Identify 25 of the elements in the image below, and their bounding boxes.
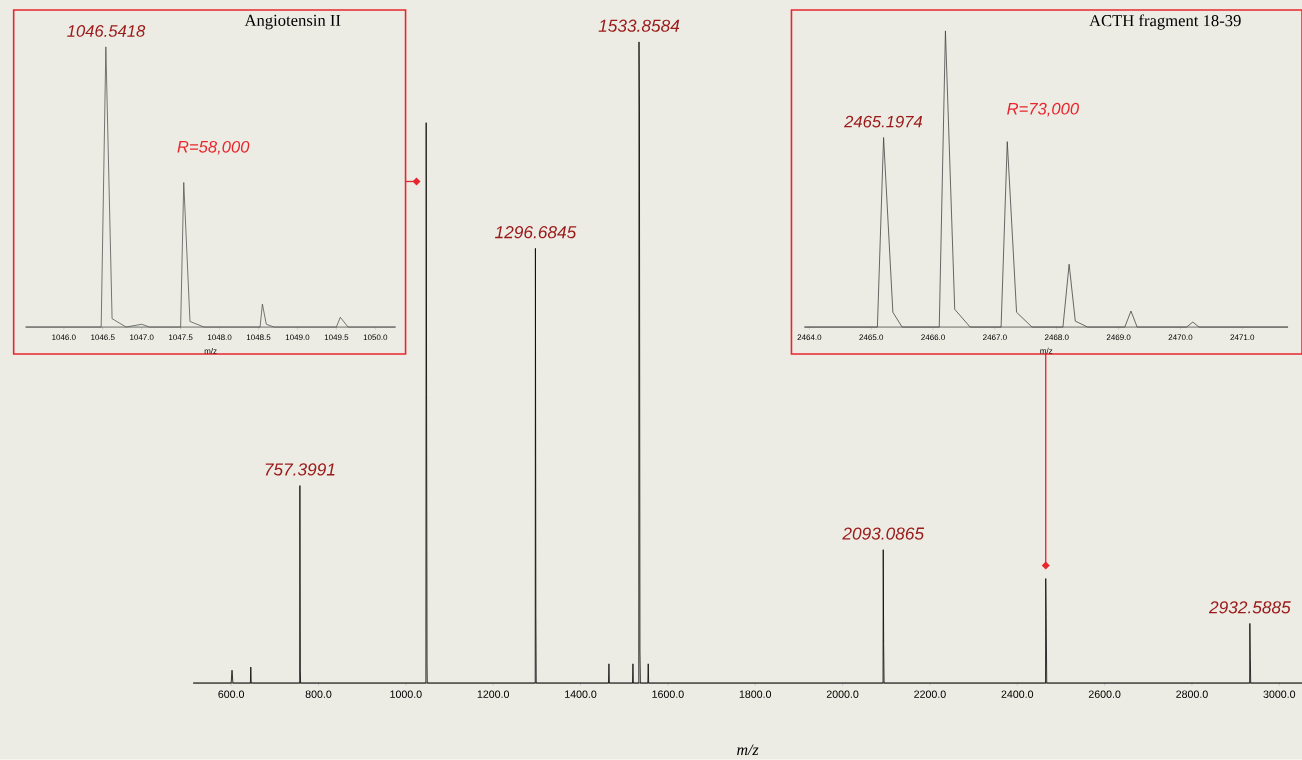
annotation: 757.3991 [265, 463, 335, 476]
x-axis-title: m/z [737, 744, 759, 756]
x-tick-label: 1800.0 [739, 690, 772, 699]
x-tick-label: 2600.0 [1088, 690, 1121, 699]
annotation: R=58,000 [177, 140, 250, 155]
annotation: R=73,000 [1007, 102, 1079, 117]
x-tick-label: 1200.0 [477, 690, 510, 699]
x-tick-label: 600.0 [218, 690, 245, 699]
x-tick-label: 2000.0 [826, 690, 859, 699]
x-tick-label: 1400.0 [565, 690, 597, 699]
annotation: 1046.5418 [67, 25, 146, 37]
annotation: 2932.5885 [1208, 601, 1291, 614]
annotation: 2465.1974 [844, 115, 923, 128]
x-tick-label: 1600.0 [652, 690, 684, 699]
annotation: 1533.8584 [598, 19, 680, 32]
chart-title: ACTH fragment 18-39 [1089, 14, 1241, 30]
x-tick-label: 2800.0 [1176, 690, 1208, 699]
x-tick-label: 800.0 [305, 690, 332, 699]
x-tick-label: 3000.0 [1263, 690, 1296, 699]
annotation: 2093.0865 [842, 527, 925, 540]
x-tick-label: 2200.0 [914, 690, 946, 699]
x-tick-label: 1000.0 [390, 690, 422, 699]
annotation: 1296.6845 [495, 226, 577, 239]
x-tick-label: 2400.0 [1001, 690, 1034, 699]
chart-title: Angiotensin II [244, 14, 341, 30]
